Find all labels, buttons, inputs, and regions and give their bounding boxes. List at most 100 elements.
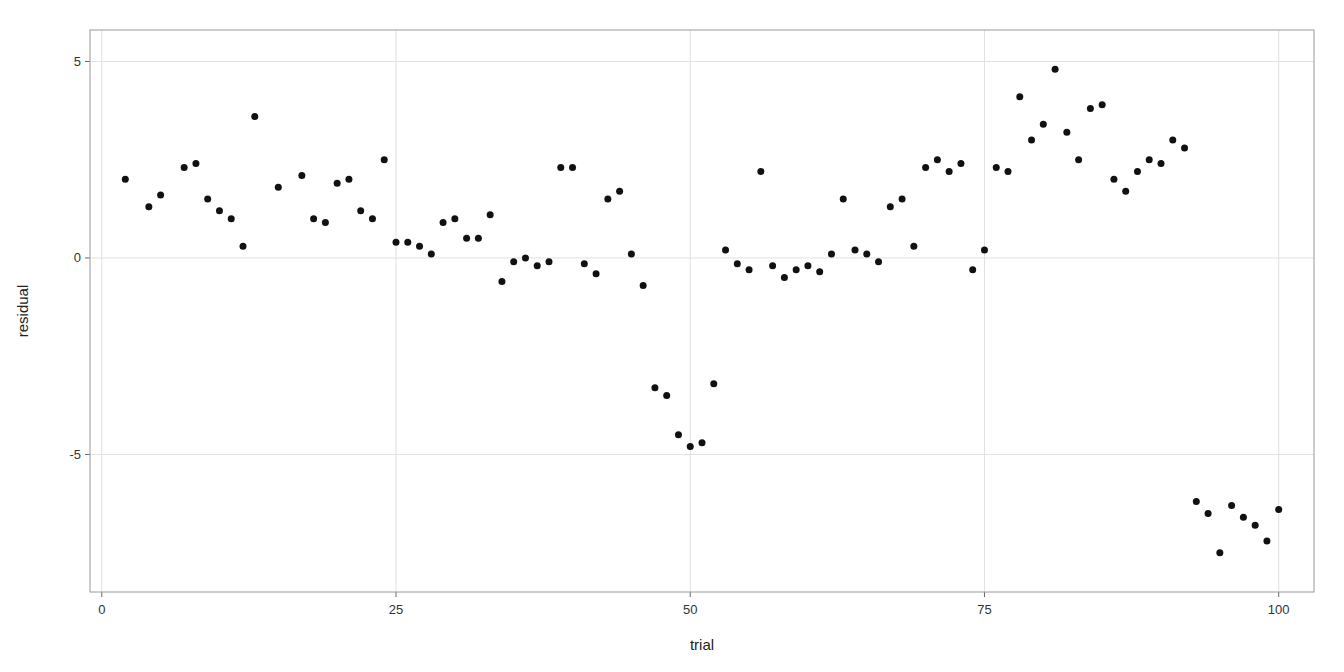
point <box>546 258 553 265</box>
plot-frame <box>90 30 1314 592</box>
point <box>1158 160 1165 167</box>
point <box>1181 144 1188 151</box>
point <box>887 203 894 210</box>
point <box>216 207 223 214</box>
point <box>393 239 400 246</box>
point <box>1075 156 1082 163</box>
point <box>322 219 329 226</box>
point <box>1122 188 1129 195</box>
point <box>251 113 258 120</box>
point <box>463 235 470 242</box>
point <box>757 168 764 175</box>
point <box>1063 129 1070 136</box>
tick-label-y: 0 <box>74 250 81 265</box>
point <box>957 160 964 167</box>
point <box>310 215 317 222</box>
point <box>769 262 776 269</box>
tick-x <box>1278 592 1279 597</box>
axes: 0255075100-505 <box>69 30 1314 617</box>
point <box>640 282 647 289</box>
tick-x <box>396 592 397 597</box>
point <box>1263 537 1270 544</box>
point <box>1228 502 1235 509</box>
point <box>440 219 447 226</box>
tick-label-x: 100 <box>1268 602 1290 617</box>
point <box>416 243 423 250</box>
point <box>569 164 576 171</box>
point <box>510 258 517 265</box>
point <box>369 215 376 222</box>
point <box>345 176 352 183</box>
grid-line-y <box>90 61 1314 62</box>
tick-label-x: 75 <box>977 602 991 617</box>
point <box>157 192 164 199</box>
point <box>734 260 741 267</box>
point <box>404 239 411 246</box>
point <box>451 215 458 222</box>
point <box>840 195 847 202</box>
grid-line-x <box>984 30 985 592</box>
tick-y <box>85 257 90 258</box>
point <box>381 156 388 163</box>
tick-x <box>690 592 691 597</box>
point <box>181 164 188 171</box>
point <box>1205 510 1212 517</box>
point <box>1005 168 1012 175</box>
point <box>969 266 976 273</box>
point <box>1052 66 1059 73</box>
tick-label-y: 5 <box>74 54 81 69</box>
point <box>428 251 435 258</box>
point <box>922 164 929 171</box>
point <box>699 439 706 446</box>
point <box>1110 176 1117 183</box>
point <box>722 247 729 254</box>
point <box>593 270 600 277</box>
point <box>298 172 305 179</box>
point <box>828 251 835 258</box>
grid <box>90 30 1314 592</box>
point <box>993 164 1000 171</box>
point <box>934 156 941 163</box>
point <box>1146 156 1153 163</box>
point <box>192 160 199 167</box>
point <box>687 443 694 450</box>
point <box>145 203 152 210</box>
point <box>228 215 235 222</box>
point <box>675 431 682 438</box>
point <box>899 195 906 202</box>
grid-line-y <box>90 454 1314 455</box>
point <box>616 188 623 195</box>
point <box>334 180 341 187</box>
grid-line-x <box>101 30 102 592</box>
grid-line-x <box>690 30 691 592</box>
y-axis-label: residual <box>14 285 31 338</box>
tick-x <box>984 592 985 597</box>
tick-y <box>85 454 90 455</box>
point <box>522 254 529 261</box>
point <box>122 176 129 183</box>
point <box>781 274 788 281</box>
point <box>1099 101 1106 108</box>
tick-label-y: -5 <box>69 447 81 462</box>
point <box>746 266 753 273</box>
point <box>793 266 800 273</box>
tick-label-x: 50 <box>683 602 697 617</box>
x-axis-label: trial <box>690 636 714 653</box>
point <box>487 211 494 218</box>
point <box>804 262 811 269</box>
grid-line-y <box>90 257 1314 258</box>
point <box>1275 506 1282 513</box>
point <box>663 392 670 399</box>
point <box>534 262 541 269</box>
point <box>498 278 505 285</box>
point <box>1028 137 1035 144</box>
point <box>557 164 564 171</box>
point <box>651 384 658 391</box>
point <box>981 247 988 254</box>
point <box>275 184 282 191</box>
tick-x <box>101 592 102 597</box>
tick-y <box>85 61 90 62</box>
point <box>875 258 882 265</box>
point <box>475 235 482 242</box>
point <box>1169 137 1176 144</box>
